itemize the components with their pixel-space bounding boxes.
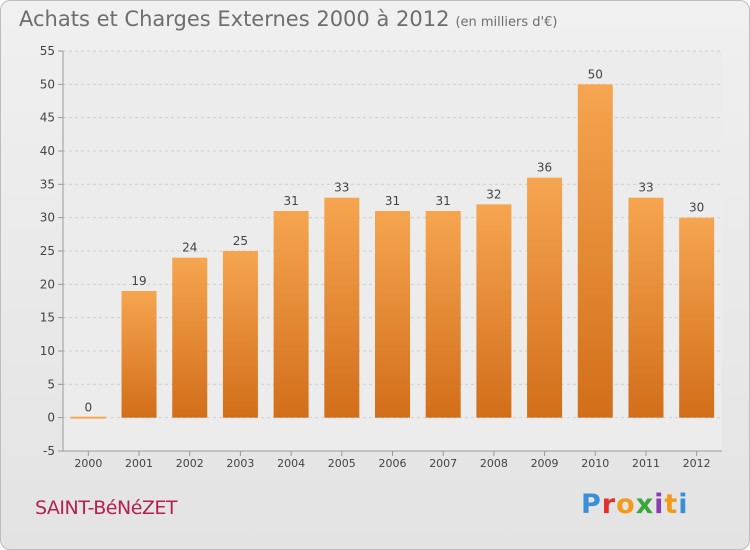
data-label: 24 bbox=[182, 241, 197, 255]
bar bbox=[628, 197, 664, 418]
x-tick-label: 2003 bbox=[226, 457, 254, 470]
logo-letter: o bbox=[616, 489, 636, 520]
bar bbox=[273, 211, 309, 418]
bar bbox=[476, 204, 512, 418]
bar bbox=[375, 211, 410, 418]
chart-subtitle: (en milliers d'€) bbox=[455, 15, 558, 30]
y-tick-label: 5 bbox=[47, 377, 55, 391]
data-label: 0 bbox=[85, 401, 93, 415]
data-label: 25 bbox=[233, 234, 248, 248]
data-label: 31 bbox=[436, 194, 451, 208]
y-tick-label: -5 bbox=[43, 444, 55, 458]
logo-letter: x bbox=[635, 489, 655, 520]
logo-letter: i bbox=[678, 489, 689, 520]
proxiti-logo: Proxiti bbox=[581, 489, 689, 520]
bar bbox=[679, 217, 715, 418]
x-tick-label: 2011 bbox=[632, 457, 660, 470]
x-tick-label: 2002 bbox=[176, 457, 204, 470]
city-name: SAINT-BéNéZET bbox=[35, 497, 178, 519]
bar bbox=[121, 291, 157, 418]
bar bbox=[172, 257, 208, 418]
logo-letter: i bbox=[654, 489, 665, 520]
x-tick-label: 2010 bbox=[581, 457, 609, 470]
y-tick-label: 25 bbox=[40, 244, 55, 258]
x-tick-label: 2009 bbox=[531, 457, 559, 470]
data-label: 32 bbox=[486, 187, 501, 201]
bar bbox=[527, 177, 563, 418]
bar bbox=[222, 251, 258, 418]
data-label: 19 bbox=[131, 274, 146, 288]
data-label: 30 bbox=[689, 201, 704, 215]
y-tick-label: 50 bbox=[40, 77, 55, 91]
x-tick-label: 2004 bbox=[277, 457, 305, 470]
chart-title-text: Achats et Charges Externes 2000 à 2012 bbox=[19, 7, 450, 31]
y-tick-label: 20 bbox=[40, 277, 55, 291]
y-tick-label: 55 bbox=[40, 44, 55, 58]
data-label: 36 bbox=[537, 161, 552, 175]
chart-title: Achats et Charges Externes 2000 à 2012 (e… bbox=[19, 7, 557, 31]
data-label: 50 bbox=[588, 67, 603, 81]
logo-letter: P bbox=[581, 489, 602, 520]
bar bbox=[425, 211, 461, 418]
y-tick-label: 10 bbox=[40, 344, 55, 358]
x-tick-label: 2006 bbox=[379, 457, 407, 470]
x-tick-label: 2005 bbox=[328, 457, 356, 470]
bar bbox=[324, 197, 360, 418]
data-label: 31 bbox=[283, 194, 298, 208]
x-tick-label: 2012 bbox=[683, 457, 711, 470]
y-tick-label: 45 bbox=[40, 111, 55, 125]
x-tick-label: 2008 bbox=[480, 457, 508, 470]
y-tick-label: 40 bbox=[40, 144, 55, 158]
y-tick-label: 15 bbox=[40, 311, 55, 325]
data-label: 33 bbox=[638, 181, 653, 195]
logo-letter: r bbox=[601, 489, 617, 520]
data-label: 31 bbox=[385, 194, 400, 208]
x-tick-label: 2001 bbox=[125, 457, 153, 470]
bar bbox=[577, 84, 613, 418]
logo-letter: t bbox=[664, 489, 679, 520]
x-tick-label: 2000 bbox=[74, 457, 102, 470]
y-tick-label: 30 bbox=[40, 211, 55, 225]
y-tick-label: 0 bbox=[47, 411, 55, 425]
x-tick-label: 2007 bbox=[429, 457, 457, 470]
data-label: 33 bbox=[334, 181, 349, 195]
y-tick-label: 35 bbox=[40, 177, 55, 191]
